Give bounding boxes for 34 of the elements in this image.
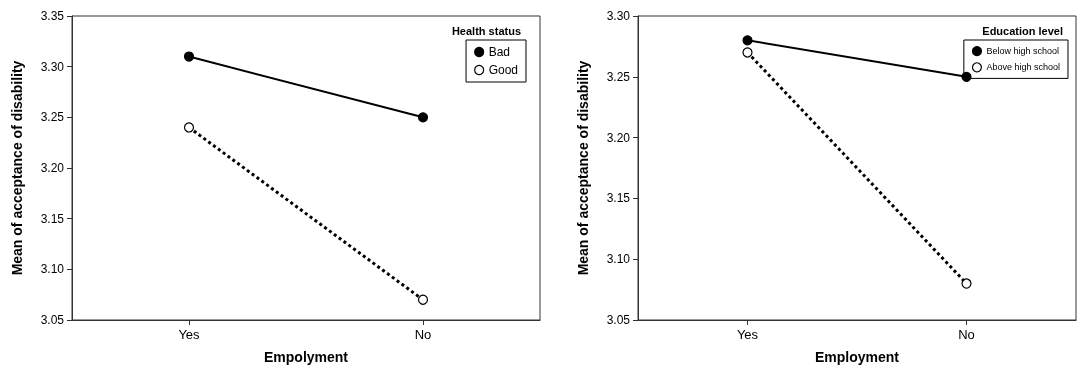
y-tick-label: 3.35 bbox=[40, 9, 65, 23]
y-tick-label: 3.25 bbox=[40, 110, 65, 125]
legend-title: Education level bbox=[982, 24, 1064, 37]
point bbox=[183, 122, 195, 133]
y-tick-label: 3.10 bbox=[606, 252, 631, 267]
x-tick-label: No bbox=[414, 327, 432, 342]
y-tick-label: 3.10 bbox=[40, 262, 65, 277]
point bbox=[742, 35, 753, 46]
y-tick-label: 3.05 bbox=[606, 313, 631, 327]
point bbox=[961, 278, 972, 289]
legend-label: Good bbox=[488, 63, 518, 77]
y-tick-label: 3.30 bbox=[40, 59, 65, 74]
y-tick-label: 3.30 bbox=[606, 9, 631, 23]
y-tick-label: 3.20 bbox=[606, 130, 631, 145]
legend-label: Below high school bbox=[986, 46, 1059, 57]
x-tick-label: Yes bbox=[736, 327, 759, 342]
point bbox=[417, 112, 429, 123]
y-axis-title: Mean of acceptance of disability bbox=[9, 60, 25, 276]
point bbox=[183, 51, 195, 62]
x-axis-title: Employment bbox=[814, 349, 900, 365]
y-tick-label: 3.25 bbox=[606, 69, 631, 84]
y-axis-title: Mean of acceptance of disability bbox=[575, 60, 591, 276]
x-tick-label: Yes bbox=[178, 327, 201, 342]
x-axis-title: Empolyment bbox=[263, 349, 349, 365]
legend-label: Above high school bbox=[986, 62, 1061, 73]
legend-title: Health status bbox=[451, 24, 522, 37]
y-tick-label: 3.15 bbox=[606, 191, 631, 206]
legend-label: Bad bbox=[488, 45, 510, 59]
x-tick-label: No bbox=[958, 327, 975, 342]
point bbox=[417, 294, 429, 305]
y-tick-label: 3.20 bbox=[40, 161, 65, 175]
y-tick-label: 3.15 bbox=[40, 211, 65, 226]
y-tick-label: 3.05 bbox=[40, 313, 65, 327]
point bbox=[742, 47, 753, 58]
